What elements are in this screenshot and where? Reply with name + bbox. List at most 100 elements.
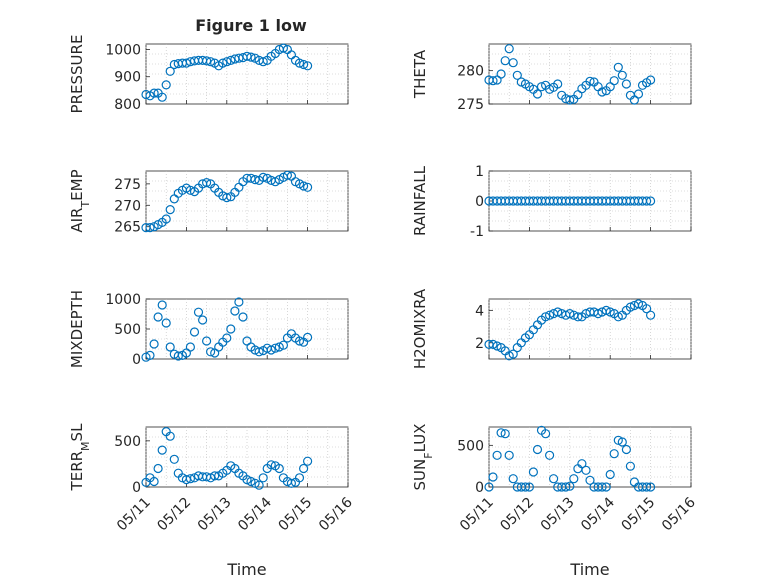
axes-2-data-point xyxy=(621,79,632,89)
axes-3-data-point xyxy=(202,178,212,188)
axes-2-ytick-label: 275 xyxy=(457,97,484,113)
axes-8-data-point xyxy=(488,472,498,482)
axes-3-ytick-label: 265 xyxy=(114,220,141,236)
axes-8-data-point xyxy=(601,482,611,492)
axes-5-data-point xyxy=(270,343,280,353)
axes-8-data-point xyxy=(504,450,514,460)
axes-6-data-point xyxy=(601,305,611,315)
axes-7-data-point xyxy=(299,463,309,474)
axes-5-data-point xyxy=(206,347,216,357)
axes-7-xlabel: Time xyxy=(226,560,266,579)
axes-2-ylabel: THETA xyxy=(411,49,429,99)
axes-2-data-point xyxy=(613,62,623,72)
axes-5-data-point xyxy=(234,297,244,307)
axes-8-data-point xyxy=(641,482,652,492)
axes-6-data-point xyxy=(504,351,514,361)
axes-5-data-point xyxy=(161,318,171,328)
axes-4-data-point xyxy=(645,196,656,206)
axes-8-data-point xyxy=(532,444,543,455)
axes-7-data-point xyxy=(210,471,220,481)
axes-3-data-point xyxy=(250,175,260,185)
axes-5-data-point xyxy=(230,306,240,316)
axes-2-data-point xyxy=(508,58,518,68)
axes-5-data-point xyxy=(153,312,163,322)
axes-7-data-point xyxy=(185,474,195,484)
axes-1-data-point xyxy=(294,58,305,68)
axes-8-data-point xyxy=(605,469,615,480)
axes-8-data-point xyxy=(520,482,531,492)
axes-8-xlabel: Time xyxy=(569,560,609,579)
axes-7-data-point xyxy=(165,431,175,441)
axes-7-data-point xyxy=(266,460,276,470)
axes-1-data-point xyxy=(161,80,171,90)
axes-1-data-point xyxy=(278,43,288,53)
axes-6-data-point xyxy=(633,299,644,309)
axes-6-data-point xyxy=(492,341,502,351)
axes-1-data-point xyxy=(206,57,216,67)
axes-3-data-point xyxy=(246,173,256,183)
axes-6-data-point xyxy=(540,312,551,322)
axes-5-data-point xyxy=(185,342,195,352)
axes-5-data-point xyxy=(189,327,200,337)
axes-3-data-point xyxy=(165,205,175,215)
axes-8-data-point xyxy=(613,435,623,445)
axes-8-ylabel: SUNFLUX xyxy=(411,424,435,491)
axes-7-data-point xyxy=(258,473,268,483)
axes-1-data-point xyxy=(157,92,167,102)
axes-1-data-point xyxy=(218,58,228,68)
axes-7-ylabel: TERRMSL xyxy=(68,423,92,492)
axes-7-data-point xyxy=(246,476,256,487)
axes-1-ylabel: PRESSURE xyxy=(68,35,86,114)
axes-2-data-point xyxy=(512,70,522,80)
axes-4-ytick-label: 1 xyxy=(475,164,484,180)
axes-1-data-point xyxy=(149,88,159,98)
axes-4-ytick-label: -1 xyxy=(470,224,484,240)
axes-1-ytick-label: 1000 xyxy=(105,42,141,58)
axes-5-data-point xyxy=(238,312,248,322)
axes-8-data-point xyxy=(508,474,518,484)
axes-7-data-point xyxy=(157,445,167,455)
axes-6-data-point xyxy=(613,312,623,322)
axes-2-data-point xyxy=(553,79,563,89)
axes-7-data-point xyxy=(274,463,284,474)
axes-4-data-point xyxy=(641,196,652,206)
axes-6-data-point xyxy=(593,309,603,319)
axes-8-ytick-label: 500 xyxy=(457,438,484,454)
axes-8-data-point xyxy=(625,461,636,471)
axes-8-data-point xyxy=(524,482,535,492)
axes-1-data-point xyxy=(299,59,309,70)
axes-3-ytick-label: 275 xyxy=(114,177,141,193)
axes-6-data-point xyxy=(625,302,636,312)
axes-6-data-point xyxy=(641,304,652,314)
axes-7-data-point xyxy=(294,473,305,483)
axes-7-ytick-label: 0 xyxy=(132,480,141,496)
axes-8-data-point xyxy=(500,429,510,439)
axes-3-data-point xyxy=(303,182,313,192)
axes-6-data-point xyxy=(508,349,518,359)
axes-8-data-point xyxy=(540,429,551,439)
axes-6-data-point xyxy=(565,309,575,319)
axes-7-data-point xyxy=(169,454,179,464)
axes-8-data-point xyxy=(565,481,575,491)
axes-2-data-point xyxy=(609,76,619,86)
axes-2-data-point xyxy=(645,75,656,85)
axes-7-ytick-label: 500 xyxy=(114,434,141,450)
axes-8-data-point xyxy=(621,444,632,455)
axes-3-data-point xyxy=(282,170,292,180)
axes-2-data-point xyxy=(488,76,498,86)
axes-5-data-point xyxy=(193,307,204,317)
axes-2-data-point xyxy=(496,69,506,79)
axes-6-ytick-label: 2 xyxy=(475,336,484,352)
axes-2-data-point xyxy=(504,44,514,54)
axes-3-data-point xyxy=(161,214,171,224)
axes-2-ytick-label: 280 xyxy=(457,64,484,80)
axes-5-data-point xyxy=(157,300,167,310)
axes-3-ylabel: AIRTEMP xyxy=(68,169,92,232)
axes-6-ytick-label: 4 xyxy=(475,303,484,319)
axes-1-data-point xyxy=(165,66,175,76)
axes-2-data-point xyxy=(532,89,543,99)
axes-1-data-point xyxy=(258,57,268,67)
axes-1-ytick-label: 900 xyxy=(114,70,141,86)
axes-5-ytick-label: 1000 xyxy=(105,292,141,308)
